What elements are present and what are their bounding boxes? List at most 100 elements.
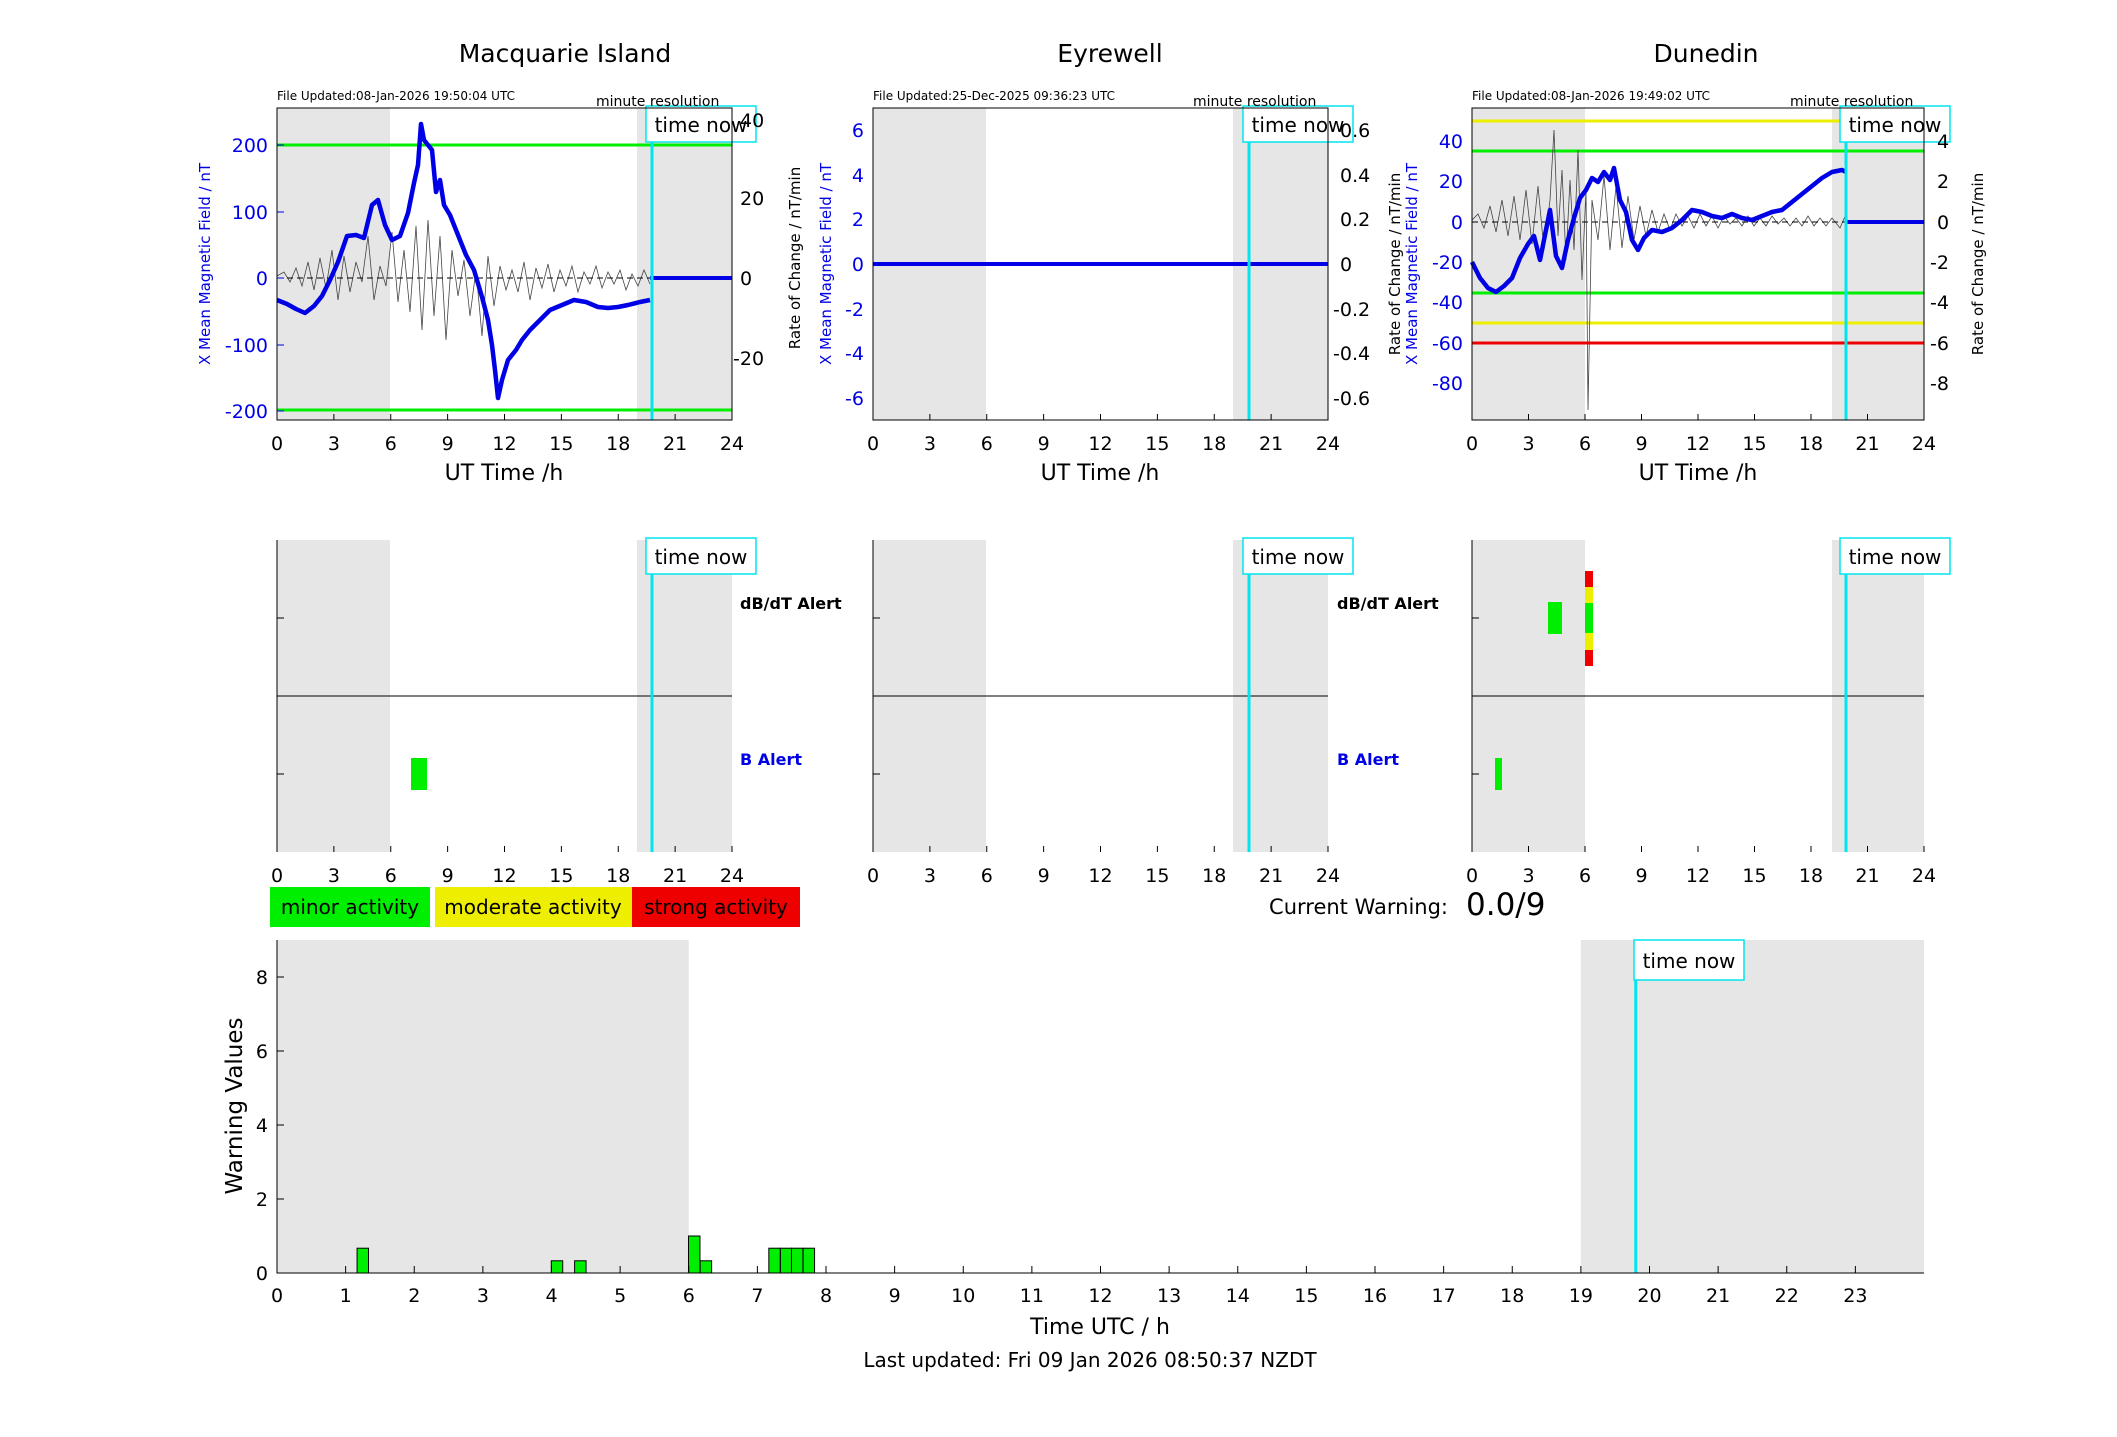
file-updated-label: File Updated:08-Jan-2026 19:49:02 UTC bbox=[1472, 89, 1710, 103]
y2-tick: 4 bbox=[1937, 131, 1949, 153]
y2-tick: -8 bbox=[1930, 373, 1949, 395]
top-x-axis-ticks: 0 3 6 9 12 15 18 21 24 0 3 6 9 12 15 18 21 24 0 3 6 9 12 15 18 21… bbox=[271, 414, 1936, 455]
x-tick: 6 bbox=[385, 433, 397, 455]
x-tick: 21 bbox=[1855, 433, 1879, 455]
y-tick: -60 bbox=[1432, 333, 1463, 355]
resolution-label: minute resolution bbox=[1790, 94, 1913, 110]
time-now-box bbox=[1839, 537, 1951, 575]
x-tick: 24 bbox=[720, 865, 744, 887]
macquarie-field-panel: time now minute resolution File Updated:… bbox=[196, 89, 804, 486]
dbdt-alert-block-red bbox=[1585, 571, 1593, 587]
ylabel-right-overlap: Rate of Change / nT/min bbox=[1386, 173, 1404, 355]
file-updated-label: File Updated:25-Dec-2025 09:36:23 UTC bbox=[873, 89, 1115, 103]
alert-x-axis-ticks: 0 3 6 9 12 15 18 21 24 0 3 6 9 12 15 18 21 24 0 3 6 9 12 15 18 21… bbox=[271, 846, 1936, 887]
x-tick: 9 bbox=[1038, 865, 1050, 887]
dunedin-field-panel: time now minute resolution File Updated:… bbox=[1386, 89, 1987, 486]
x-tick: 1 bbox=[340, 1285, 352, 1307]
magnetic-field-trace bbox=[276, 121, 651, 401]
x-tick: 9 bbox=[1038, 433, 1050, 455]
xlabel: UT Time /h bbox=[445, 461, 564, 486]
eyrewell-field-panel: time now minute resolution File Updated:… bbox=[817, 89, 1370, 486]
x-tick: 18 bbox=[1202, 865, 1226, 887]
x-tick: 3 bbox=[328, 865, 340, 887]
warning-x-axis: 0 1 2 3 4 5 6 7 8 9 10 11 12 13 14 15 16 17 18 19 20 21 22 23 bbox=[271, 1266, 1867, 1307]
x-tick: 10 bbox=[951, 1285, 975, 1307]
resolution-label: minute resolution bbox=[1193, 94, 1316, 110]
ylabel-right: Rate of Change / nT/min bbox=[1969, 173, 1987, 355]
x-tick: 0 bbox=[1466, 865, 1478, 887]
right-axis: 0.6 0.4 0.2 0 -0.2 -0.4 -0.6 bbox=[1333, 120, 1370, 410]
y2-tick: -0.2 bbox=[1333, 299, 1370, 321]
x-tick: 6 bbox=[1579, 865, 1591, 887]
x-tick: 6 bbox=[683, 1285, 695, 1307]
x-tick: 19 bbox=[1569, 1285, 1593, 1307]
activity-legend: minor activity moderate activity strong … bbox=[270, 887, 800, 927]
eyrewell-alert-panel: time now dB/dT Alert B Alert bbox=[872, 537, 1439, 852]
x-tick: 18 bbox=[606, 433, 630, 455]
x-tick: 12 bbox=[1088, 433, 1112, 455]
xlabel: UT Time /h bbox=[1639, 461, 1758, 486]
y-tick: 8 bbox=[256, 967, 268, 989]
x-tick: 12 bbox=[492, 865, 516, 887]
x-tick: 15 bbox=[1742, 865, 1766, 887]
x-tick: 15 bbox=[1742, 433, 1766, 455]
x-tick: 24 bbox=[720, 433, 744, 455]
x-tick: 24 bbox=[1912, 865, 1936, 887]
x-tick: 12 bbox=[1686, 865, 1710, 887]
ylabel-left: X Mean Magnetic Field / nT bbox=[196, 162, 214, 365]
warning-bar bbox=[790, 1247, 804, 1274]
y2-tick: 40 bbox=[740, 110, 764, 132]
station-title-eyrewell: Eyrewell bbox=[1057, 39, 1162, 68]
dbdt-alert-label: dB/dT Alert bbox=[740, 594, 842, 613]
y-tick: -6 bbox=[845, 388, 864, 410]
b-alert-block-green bbox=[1495, 758, 1502, 790]
time-now-box bbox=[645, 105, 757, 143]
ylabel-right: Rate of Change / nT/min bbox=[786, 167, 804, 349]
y-tick: -4 bbox=[845, 343, 864, 365]
x-tick: 11 bbox=[1020, 1285, 1044, 1307]
x-tick: 9 bbox=[1635, 433, 1647, 455]
x-tick: 0 bbox=[867, 865, 879, 887]
warning-bar bbox=[550, 1260, 564, 1274]
rate-of-change-trace bbox=[276, 219, 651, 341]
y2-tick: -0.4 bbox=[1333, 343, 1370, 365]
y2-tick: 0 bbox=[1340, 254, 1352, 276]
warning-bar bbox=[802, 1247, 816, 1274]
dunedin-alert-panel: time now bbox=[1471, 537, 1951, 852]
x-tick: 16 bbox=[1363, 1285, 1387, 1307]
y-tick: 2 bbox=[256, 1189, 268, 1211]
file-updated-label: File Updated:08-Jan-2026 19:50:04 UTC bbox=[277, 89, 515, 103]
left-axis: 200 100 0 -100 -200 bbox=[225, 135, 284, 423]
b-alert-label: B Alert bbox=[1337, 750, 1399, 769]
time-now-box bbox=[1242, 105, 1354, 143]
x-tick: 3 bbox=[924, 865, 936, 887]
x-tick: 4 bbox=[545, 1285, 557, 1307]
warning-xlabel: Time UTC / h bbox=[1029, 1315, 1170, 1340]
x-tick: 22 bbox=[1775, 1285, 1799, 1307]
time-now-label: time now bbox=[1252, 545, 1345, 569]
warning-bar bbox=[688, 1235, 701, 1274]
y-tick: -2 bbox=[845, 299, 864, 321]
time-now-box bbox=[1242, 537, 1354, 575]
y2-tick: 20 bbox=[740, 188, 764, 210]
resolution-label: minute resolution bbox=[596, 94, 719, 110]
x-tick: 7 bbox=[751, 1285, 763, 1307]
time-now-box bbox=[1633, 939, 1745, 981]
b-alert-label: B Alert bbox=[740, 750, 802, 769]
warning-bar bbox=[699, 1260, 713, 1274]
x-tick: 15 bbox=[1294, 1285, 1318, 1307]
y2-tick: 0 bbox=[1937, 212, 1949, 234]
y2-tick: 0.2 bbox=[1340, 209, 1370, 231]
y2-tick: -20 bbox=[733, 348, 764, 370]
current-warning-label: Current Warning: bbox=[1269, 895, 1448, 919]
night-band bbox=[277, 940, 689, 1273]
x-tick: 21 bbox=[1706, 1285, 1730, 1307]
x-tick: 3 bbox=[1522, 865, 1534, 887]
legend-minor-label: minor activity bbox=[281, 895, 419, 919]
warning-bar bbox=[356, 1247, 369, 1274]
x-tick: 0 bbox=[271, 865, 283, 887]
x-tick: 21 bbox=[663, 433, 687, 455]
y-tick: 20 bbox=[1439, 171, 1463, 193]
